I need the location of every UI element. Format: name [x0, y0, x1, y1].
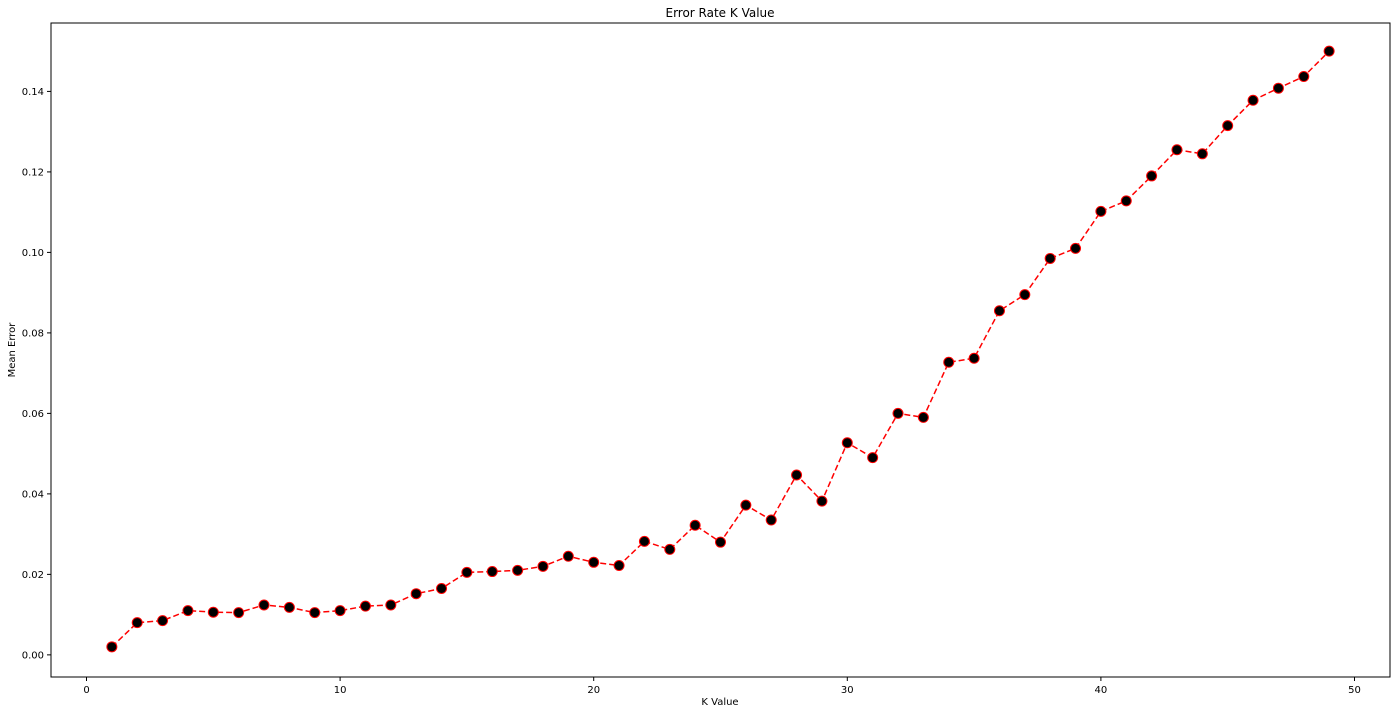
data-point-marker	[638, 535, 650, 547]
data-point-marker	[537, 560, 549, 572]
y-tick-label: 0.12	[22, 167, 44, 178]
data-point-marker	[689, 519, 701, 531]
data-point-marker	[562, 550, 574, 562]
data-point-marker	[131, 617, 143, 629]
x-tick-label: 40	[1095, 685, 1108, 696]
y-tick-label: 0.06	[22, 409, 44, 420]
data-point-marker	[613, 560, 625, 572]
data-point-marker	[486, 566, 498, 578]
data-point-marker	[1222, 120, 1234, 132]
y-axis: 0.00 0.02 0.04 0.06 0.08 0.10 0.12 0.14	[22, 87, 51, 661]
data-point-marker	[207, 606, 219, 618]
data-point-marker	[1070, 242, 1082, 254]
data-point-marker	[512, 564, 524, 576]
data-point-marker	[816, 495, 828, 507]
data-point-marker	[283, 601, 295, 613]
y-tick-label: 0.08	[22, 328, 44, 339]
data-point-marker	[715, 536, 726, 548]
data-point-marker	[1323, 45, 1335, 57]
data-point-marker	[1272, 82, 1284, 94]
x-tick-label: 0	[83, 685, 89, 696]
data-point-marker	[359, 600, 371, 612]
data-point-marker	[867, 452, 879, 464]
plot-frame	[50, 22, 1391, 678]
data-point-marker	[993, 305, 1005, 317]
data-point-marker	[841, 437, 853, 449]
data-point-marker	[1019, 289, 1031, 301]
data-point-marker	[892, 407, 904, 419]
x-tick-label: 10	[334, 685, 347, 696]
data-point-marker	[1298, 71, 1310, 83]
y-tick-label: 0.10	[22, 248, 44, 259]
data-point-marker	[588, 556, 600, 568]
data-point-marker	[1120, 195, 1132, 207]
data-point-marker	[943, 356, 955, 368]
data-point-marker	[309, 607, 321, 619]
data-point-marker	[765, 514, 777, 526]
x-tick-label: 50	[1348, 685, 1361, 696]
data-point-marker	[410, 588, 422, 600]
data-point-marker	[1044, 252, 1056, 264]
y-tick-label: 0.02	[22, 570, 44, 581]
data-point-marker	[182, 605, 194, 617]
data-point-marker	[968, 352, 980, 364]
data-point-marker	[664, 543, 676, 555]
x-tick-label: 30	[841, 685, 854, 696]
plot-area: 0 10 20 30 40 50 0.00 0.02 0.04 0.06 0.08 0.10 0.12…	[22, 22, 1391, 696]
data-point-marker	[1247, 94, 1259, 106]
data-point-marker	[436, 582, 448, 594]
y-tick-label: 0.14	[22, 87, 44, 98]
data-point-marker	[1196, 148, 1208, 160]
data-point-marker	[385, 599, 397, 611]
data-point-marker	[1146, 170, 1158, 182]
data-markers	[106, 45, 1335, 653]
data-point-marker	[334, 605, 346, 617]
y-tick-label: 0.04	[22, 489, 44, 500]
x-axis-title: K Value	[701, 697, 738, 708]
data-point-marker	[106, 641, 118, 653]
data-point-marker	[1095, 205, 1107, 217]
data-point-marker	[461, 566, 473, 578]
data-point-marker	[917, 411, 929, 423]
data-point-marker	[1171, 144, 1183, 156]
x-axis: 0 10 20 30 40 50	[83, 677, 1361, 696]
data-point-marker	[791, 469, 803, 481]
chart-title: Error Rate K Value	[665, 6, 774, 20]
data-point-marker	[233, 607, 245, 619]
data-point-marker	[157, 615, 169, 627]
x-tick-label: 20	[587, 685, 600, 696]
y-axis-title: Mean Error	[7, 322, 18, 378]
data-point-marker	[740, 499, 752, 511]
y-tick-label: 0.00	[22, 650, 44, 661]
data-point-marker	[258, 599, 270, 611]
